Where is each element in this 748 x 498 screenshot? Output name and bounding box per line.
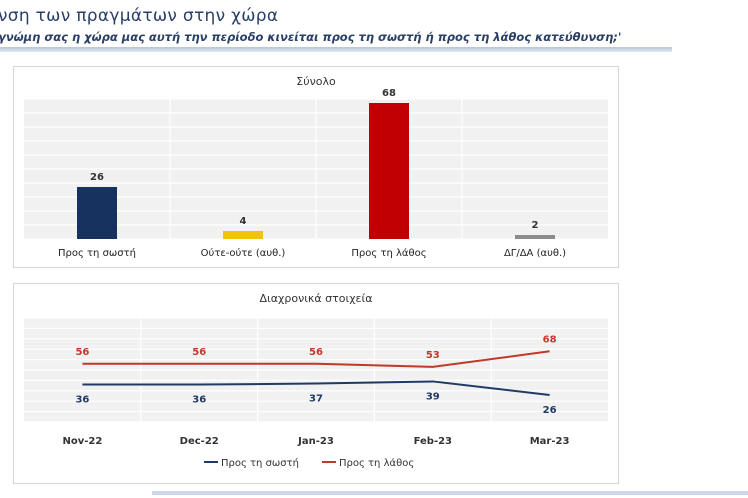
- data-label: 26: [90, 172, 104, 183]
- category-label: Ούτε-ούτε (αυθ.): [201, 247, 286, 259]
- bar: [77, 187, 117, 239]
- series-line: [82, 380, 550, 396]
- x-tick-label: Mar-23: [530, 436, 570, 447]
- data-label: 68: [543, 334, 557, 345]
- bar-chart-panel: Σύνολο 26 Προς τη σωστή 4 Ούτε-ούτε (αυθ.) 6…: [13, 66, 619, 268]
- legend-label: Προς τη λάθος: [339, 457, 414, 469]
- data-label: 4: [240, 216, 247, 227]
- bar-chart: 26 Προς τη σωστή 4 Ούτε-ούτε (αυθ.) 68 Προς τ…: [24, 88, 608, 259]
- line-chart-title: Διαχρονικά στοιχεία: [259, 292, 373, 305]
- data-label: 36: [192, 395, 206, 406]
- bar: [223, 231, 263, 239]
- data-label: 53: [426, 350, 440, 361]
- category-label: Προς τη λάθος: [351, 247, 426, 259]
- line-chart: 36 36 37 39 26 56 56 56 53 68 Nov-22 Dec-22 Jan-23 Fe…: [24, 317, 608, 469]
- data-label: 68: [382, 88, 396, 99]
- x-tick-label: Feb-23: [414, 436, 452, 447]
- x-tick-label: Jan-23: [297, 436, 334, 447]
- line-chart-panel: Διαχρονικά στοιχεία 36 36 37 39 26 56 56 56 53 68…: [13, 283, 619, 484]
- category-label: Προς τη σωστή: [58, 247, 136, 259]
- bar: [369, 103, 409, 239]
- legend-label: Προς τη σωστή: [221, 457, 299, 469]
- data-label: 36: [75, 395, 89, 406]
- category-label: ΔΓ/ΔΑ (αυθ.): [504, 248, 566, 259]
- data-label: 56: [192, 347, 206, 358]
- data-label: 2: [532, 220, 539, 231]
- x-tick-label: Dec-22: [180, 436, 219, 447]
- data-label: 39: [426, 391, 440, 402]
- data-label: 26: [543, 405, 557, 416]
- data-label: 37: [309, 394, 323, 405]
- bottom-divider: [152, 491, 748, 495]
- page-title: νση των πραγμάτων στην χώρα: [0, 6, 279, 26]
- bar: [515, 235, 555, 239]
- bar-chart-title: Σύνολο: [296, 75, 336, 88]
- header-divider: [0, 47, 672, 52]
- data-label: 56: [309, 347, 323, 358]
- x-tick-label: Nov-22: [62, 436, 102, 447]
- series-line: [82, 350, 550, 368]
- data-label: 56: [75, 347, 89, 358]
- survey-question: γνώμη σας η χώρα μας αυτή την περίοδο κι…: [0, 30, 622, 44]
